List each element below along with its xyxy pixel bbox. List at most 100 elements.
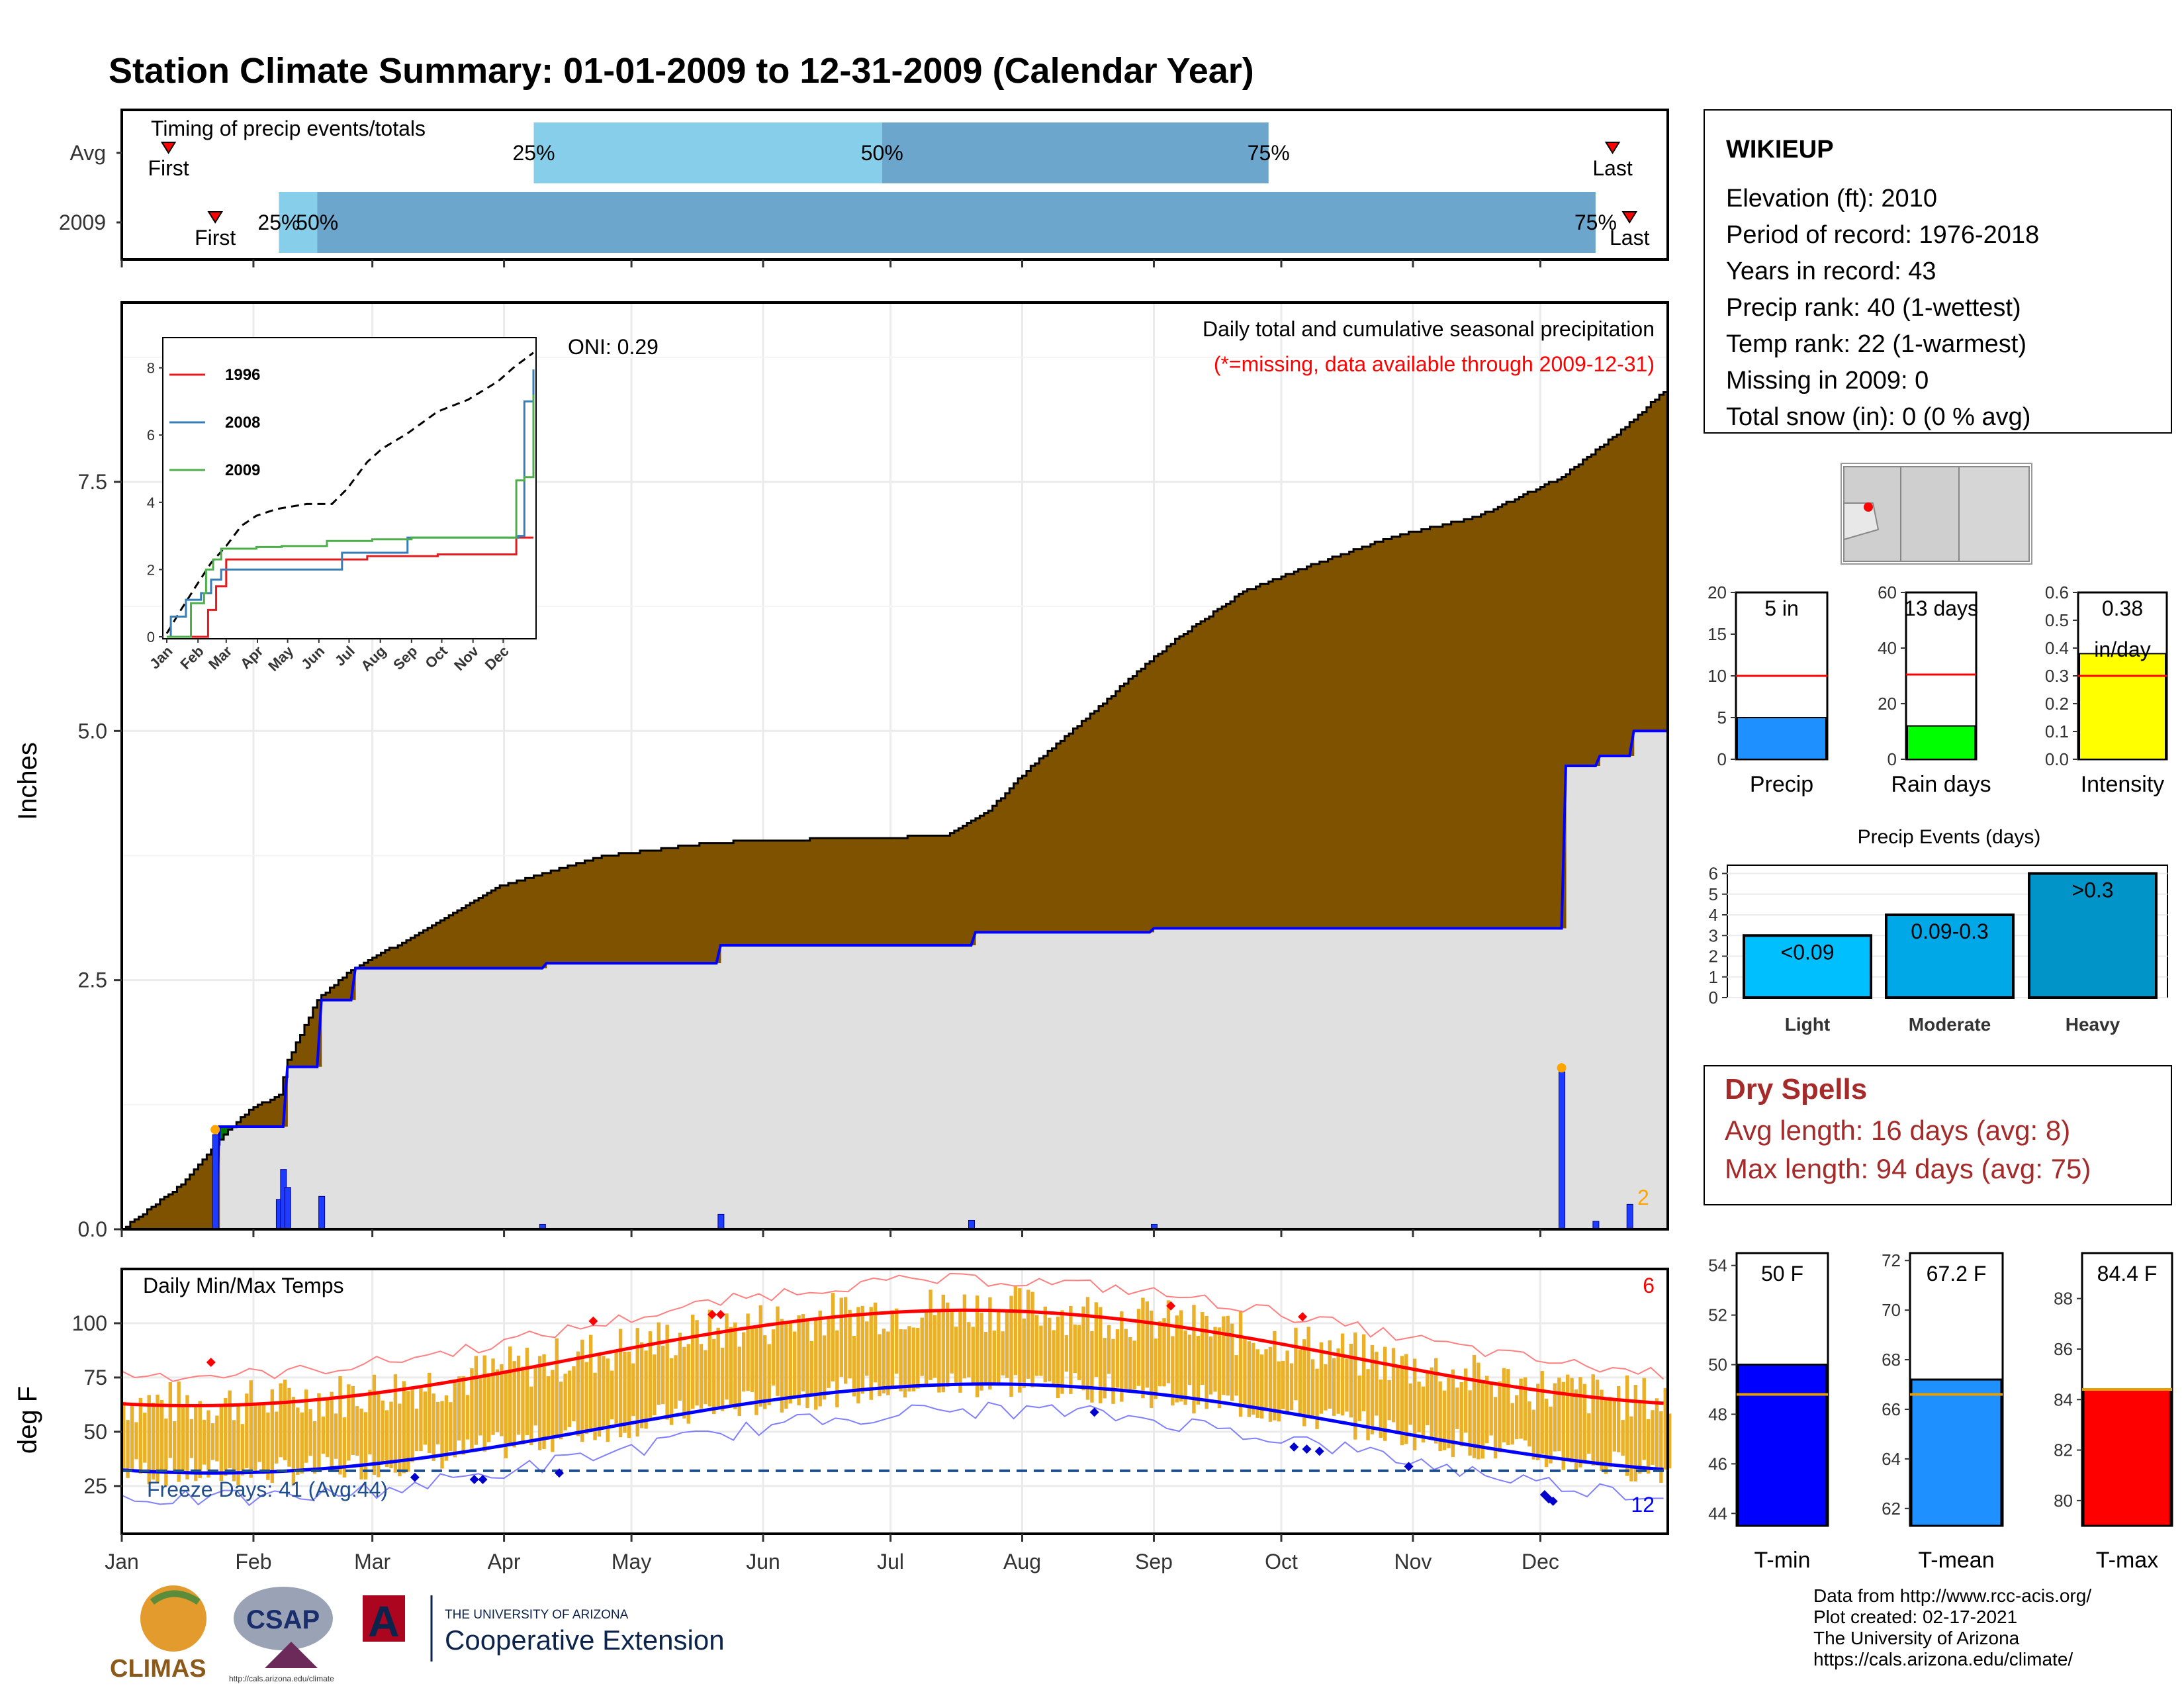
dry-spells-max: Max length: 94 days (avg: 75) <box>1725 1153 2091 1184</box>
temp-summary-ytick-label: 54 <box>1708 1256 1727 1276</box>
cumulative-above-normal-step <box>674 848 679 964</box>
cumulative-above-normal-step <box>1026 771 1031 933</box>
daily-temp-range-bar <box>1336 1348 1340 1414</box>
daily-temp-range-bar <box>648 1331 653 1421</box>
events-ytick-label: 6 <box>1709 864 1718 884</box>
events-ytick-label: 5 <box>1709 884 1718 904</box>
cumulative-above-normal-step <box>988 810 993 933</box>
inset-frame <box>162 337 537 639</box>
daily-temp-range-bar <box>1166 1300 1171 1383</box>
daily-temp-range-bar <box>1633 1385 1638 1481</box>
cumulative-above-normal-step <box>516 880 522 968</box>
daily-temp-range-bar <box>1141 1297 1145 1399</box>
daily-temp-range-bar <box>1527 1401 1531 1447</box>
cumulative-above-normal-step <box>1361 546 1367 929</box>
cumulative-above-normal-step <box>1332 556 1338 929</box>
temp-summary-ytick-label: 80 <box>2054 1491 2073 1511</box>
daily-temp-range-bar <box>784 1322 788 1409</box>
daily-temp-range-bar <box>1120 1311 1124 1402</box>
summary-label: Precip <box>1750 772 1813 797</box>
cumulative-above-normal-step <box>1463 519 1469 929</box>
daily-temp-range-bar <box>389 1401 393 1469</box>
inset-series-1996 <box>167 536 533 638</box>
inset-ytick-label: 0 <box>147 629 155 645</box>
cumulative-above-normal-step <box>1243 591 1248 929</box>
summary-ytick-label: 5 <box>1717 708 1727 727</box>
cumulative-above-normal-step <box>1048 751 1053 933</box>
cumulative-above-normal-step <box>402 943 407 968</box>
temp-summary-ytick-label: 84 <box>2054 1389 2073 1409</box>
daily-temp-range-bar <box>1502 1368 1506 1442</box>
daily-temp-range-bar <box>1442 1390 1447 1450</box>
month-label: Jul <box>877 1550 904 1573</box>
cumulative-above-normal-step <box>1663 392 1668 731</box>
cumulative-above-normal-step <box>202 1159 207 1229</box>
cumulative-above-normal-step <box>1412 532 1418 929</box>
daily-temp-range-bar <box>827 1318 831 1388</box>
cumulative-above-normal-step <box>551 870 556 964</box>
daily-temp-range-bar <box>1281 1360 1285 1409</box>
cumulative-above-normal-step <box>1459 522 1465 929</box>
daily-temp-range-bar <box>750 1327 754 1392</box>
cumulative-above-normal-step <box>1205 618 1210 929</box>
temp-summary-value: 67.2 F <box>1927 1262 1987 1286</box>
temp-summary-bar <box>1910 1378 2003 1527</box>
daily-temp-range-bar <box>1273 1331 1277 1421</box>
summary-value-unit: in/day <box>2094 637 2150 661</box>
temp-panel-title: Daily Min/Max Temps <box>143 1274 343 1297</box>
daily-temp-range-bar <box>435 1401 440 1445</box>
cumulative-above-normal-step <box>1005 793 1010 933</box>
daily-temp-range-bar <box>725 1313 729 1400</box>
cumulative-below-normal-step <box>219 1126 224 1140</box>
cumulative-above-normal-step <box>1574 467 1579 766</box>
daily-temp-range-bar <box>453 1382 457 1458</box>
summary-ytick-label: 20 <box>1707 583 1727 602</box>
cumulative-above-normal-step <box>1094 711 1099 933</box>
daily-precip-bar <box>318 1196 326 1230</box>
cumulative-above-normal-step <box>1251 588 1257 929</box>
cumulative-above-normal-step <box>602 855 607 964</box>
cumulative-above-normal-step <box>410 937 416 968</box>
cumulative-above-normal-step <box>1553 481 1558 929</box>
cumulative-above-normal-step <box>1064 735 1069 933</box>
daily-temp-range-bar <box>1060 1310 1064 1394</box>
daily-temp-range-bar <box>580 1339 584 1442</box>
cumulative-above-normal-step <box>134 1219 140 1229</box>
cumulative-above-normal-step <box>720 843 725 945</box>
daily-temp-range-bar <box>1655 1398 1659 1470</box>
cumulative-above-normal-step <box>690 845 696 964</box>
summary-value-bar <box>1737 717 1827 760</box>
cumulative-above-normal-step <box>1434 526 1439 929</box>
daily-temp-range-bar <box>835 1330 839 1408</box>
daily-temp-range-bar <box>1565 1374 1570 1460</box>
daily-temp-range-bar <box>1124 1329 1128 1391</box>
cumulative-above-normal-step <box>156 1204 161 1229</box>
summary-value-label: 13 days <box>1904 596 1978 620</box>
summary-ytick-label: 0.5 <box>2045 610 2069 630</box>
cumulative-above-normal-step <box>1451 522 1456 929</box>
daily-temp-range-bar <box>143 1413 147 1463</box>
cumulative-above-normal-step <box>435 923 441 968</box>
cumulative-above-normal-step <box>1217 608 1222 929</box>
daily-temp-range-bar <box>805 1318 809 1409</box>
cumulative-above-normal-step <box>1502 504 1507 929</box>
daily-temp-range-bar <box>1549 1406 1553 1464</box>
daily-temp-range-bar <box>971 1327 975 1386</box>
cumulative-above-normal-step <box>1234 596 1240 929</box>
cumulative-above-normal-step <box>521 880 526 968</box>
cumulative-above-normal-step <box>725 843 730 945</box>
daily-temp-range-bar <box>164 1418 168 1486</box>
daily-temp-range-bar <box>911 1327 916 1391</box>
cumulative-above-normal-step <box>1213 611 1218 929</box>
cumulative-above-normal-step <box>1629 422 1635 756</box>
daily-temp-range-bar <box>1383 1346 1387 1441</box>
cumulative-above-normal-step <box>763 840 768 945</box>
daily-temp-range-bar <box>780 1319 784 1413</box>
daily-temp-range-bar <box>287 1387 291 1467</box>
daily-temp-range-bar <box>788 1320 792 1404</box>
daily-temp-range-bar <box>363 1412 368 1480</box>
daily-temp-range-bar <box>1306 1327 1310 1415</box>
cumulative-above-normal-step <box>695 845 700 964</box>
summary-bar-charts: 0 5 10 15 20 5 in Precip 0 20 40 60 13 days Rain day… <box>1707 583 2168 797</box>
cumulative-above-normal-step <box>147 1209 152 1229</box>
